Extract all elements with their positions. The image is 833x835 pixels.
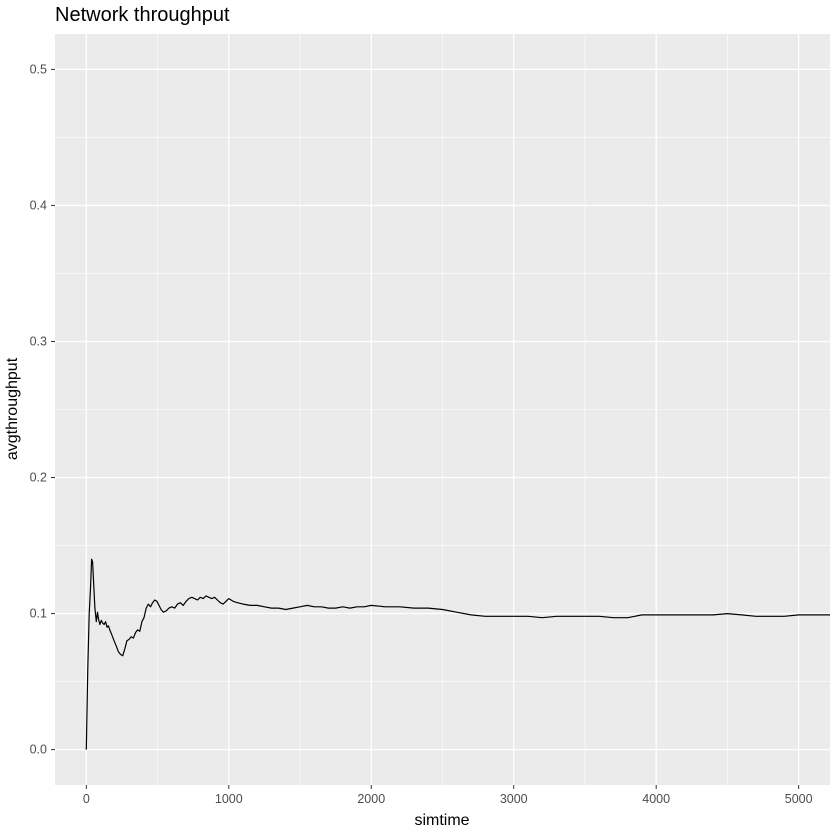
chart-title: Network throughput [55,4,230,26]
y-tick-label: 0.3 [30,334,47,348]
y-tick-label: 0.0 [30,743,47,757]
y-tick-label: 0.2 [30,471,47,485]
series-layer [85,558,830,750]
x-axis: 0 1000 2000 3000 4000 5000 [83,785,813,806]
y-tick-label: 0.4 [30,198,47,212]
x-tick-label: 1000 [215,792,243,806]
y-tick-label: 0.5 [30,62,47,76]
x-axis-title: simtime [414,812,469,829]
x-tick-label: 5000 [785,792,813,806]
y-axis-title: avgthroughput [4,357,21,460]
x-tick-label: 2000 [357,792,385,806]
x-tick-label: 0 [83,792,90,806]
y-axis: 0.0 0.1 0.2 0.3 0.4 0.5 [30,62,55,757]
x-tick-label: 4000 [642,792,670,806]
y-tick-label: 0.1 [30,607,47,621]
gridlines [55,34,830,785]
series-line [85,558,830,750]
x-tick-label: 3000 [500,792,528,806]
